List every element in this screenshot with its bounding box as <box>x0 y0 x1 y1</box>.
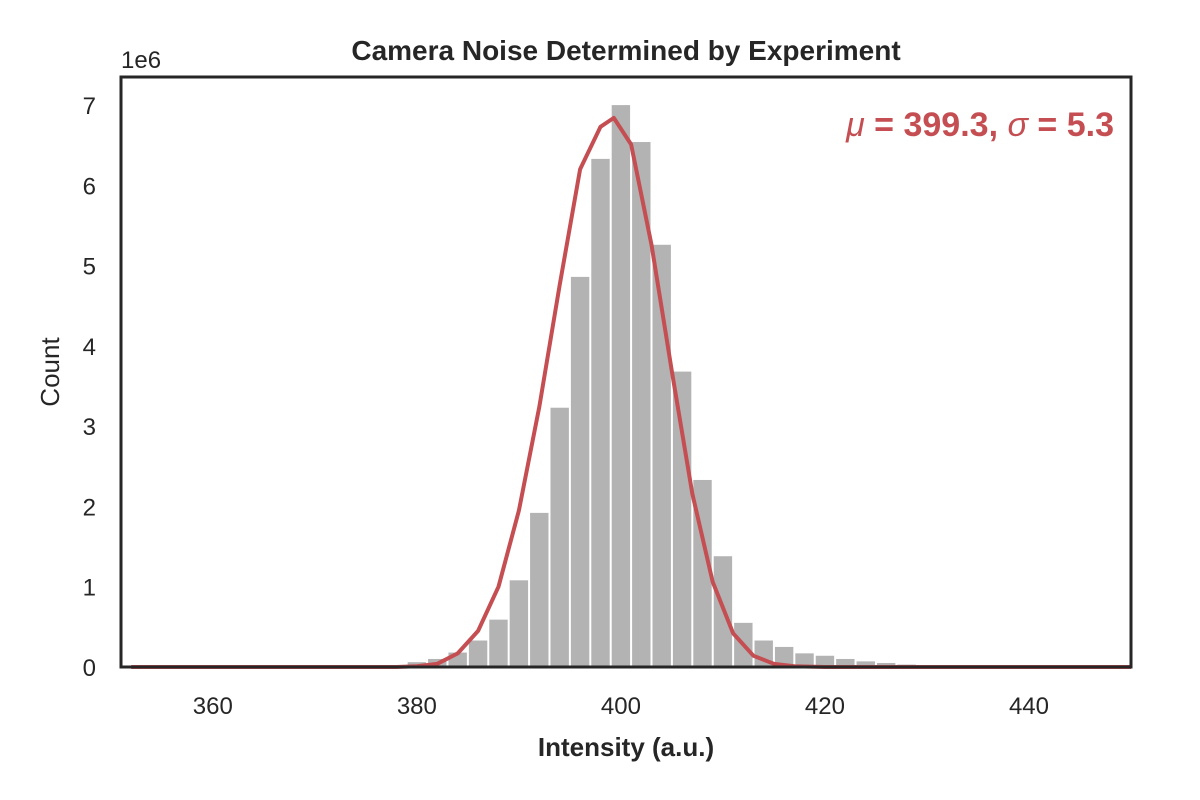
chart-title: Camera Noise Determined by Experiment <box>351 35 900 66</box>
y-tick-label: 1 <box>83 575 96 602</box>
histogram-bar <box>836 658 855 667</box>
y-axis-multiplier: 1e6 <box>121 47 161 74</box>
y-tick-label: 0 <box>83 655 96 682</box>
histogram-bar <box>570 276 590 667</box>
histogram-bar <box>611 105 631 668</box>
y-tick-label: 2 <box>83 494 96 521</box>
y-tick-label: 4 <box>83 334 96 361</box>
mu-symbol: μ <box>845 106 865 144</box>
histogram-bar <box>876 662 896 667</box>
x-tick-label: 440 <box>1009 693 1049 720</box>
fit-parameters-annotation: μ = 399.3, σ = 5.3 <box>845 106 1114 144</box>
x-tick-label: 420 <box>805 693 845 720</box>
histogram-bars <box>122 105 1120 668</box>
histogram-bar <box>509 580 529 667</box>
y-tick-label: 3 <box>83 414 96 441</box>
y-tick-label: 6 <box>83 173 96 200</box>
x-tick-label: 380 <box>397 693 437 720</box>
y-tick-label: 7 <box>83 93 96 120</box>
sigma-value: = 5.3 <box>1028 106 1114 144</box>
histogram-bar <box>815 655 835 667</box>
histogram-bar <box>550 407 569 667</box>
histogram-bar <box>468 640 488 667</box>
histogram-bar <box>591 158 610 667</box>
x-axis-title: Intensity (a.u.) <box>538 732 714 762</box>
histogram-bar <box>774 646 794 667</box>
x-axis-ticks: 360 380 400 420 440 <box>193 693 1049 720</box>
plot-frame <box>119 75 1133 669</box>
mu-value: = 399.3, <box>865 106 1008 144</box>
histogram-bar <box>795 653 814 667</box>
y-axis-title: Count <box>35 337 65 407</box>
histogram-bar <box>672 371 692 667</box>
x-tick-label: 400 <box>601 693 641 720</box>
histogram-bar <box>530 512 549 667</box>
x-tick-label: 360 <box>193 693 233 720</box>
y-tick-label: 5 <box>83 254 96 281</box>
histogram-bar <box>632 142 651 668</box>
histogram-bar <box>489 619 508 667</box>
gaussian-fit-line <box>131 115 1131 669</box>
histogram-bar <box>652 244 671 667</box>
histogram-bar <box>856 661 875 667</box>
y-axis-ticks: 0 1 2 3 4 5 6 7 <box>83 93 96 682</box>
sigma-symbol: σ <box>1007 106 1029 144</box>
